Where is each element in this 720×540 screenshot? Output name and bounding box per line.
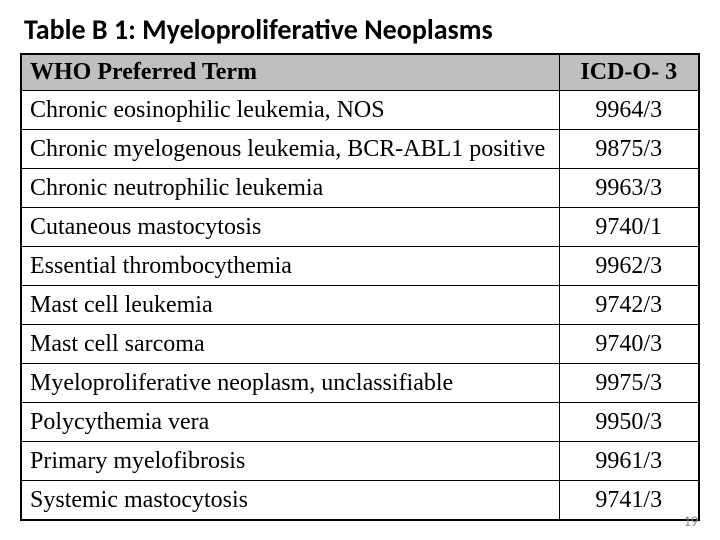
code-cell: 9962/3: [559, 247, 699, 286]
table-row: Mast cell sarcoma 9740/3: [21, 325, 699, 364]
term-cell: Chronic eosinophilic leukemia, NOS: [21, 91, 559, 130]
term-cell: Mast cell sarcoma: [21, 325, 559, 364]
term-cell: Polycythemia vera: [21, 403, 559, 442]
term-cell: Chronic neutrophilic leukemia: [21, 169, 559, 208]
page-number: 19: [684, 513, 698, 530]
table-row: Mast cell leukemia 9742/3: [21, 286, 699, 325]
table-title: Table B 1: Myeloproliferative Neoplasms: [20, 12, 700, 47]
table-row: Polycythemia vera 9950/3: [21, 403, 699, 442]
term-cell: Systemic mastocytosis: [21, 481, 559, 521]
table-row: Chronic neutrophilic leukemia 9963/3: [21, 169, 699, 208]
neoplasms-table: WHO Preferred Term ICD-O- 3 Chronic eosi…: [20, 53, 700, 521]
code-cell: 9964/3: [559, 91, 699, 130]
term-cell: Chronic myelogenous leukemia, BCR-ABL1 p…: [21, 130, 559, 169]
term-cell: Primary myelofibrosis: [21, 442, 559, 481]
table-row: Systemic mastocytosis 9741/3: [21, 481, 699, 521]
code-cell: 9875/3: [559, 130, 699, 169]
code-cell: 9963/3: [559, 169, 699, 208]
term-cell: Myeloproliferative neoplasm, unclassifia…: [21, 364, 559, 403]
code-cell: 9742/3: [559, 286, 699, 325]
code-cell: 9961/3: [559, 442, 699, 481]
table-row: Cutaneous mastocytosis 9740/1: [21, 208, 699, 247]
table-header-row: WHO Preferred Term ICD-O- 3: [21, 54, 699, 91]
term-cell: Mast cell leukemia: [21, 286, 559, 325]
table-row: Primary myelofibrosis 9961/3: [21, 442, 699, 481]
code-cell: 9740/1: [559, 208, 699, 247]
table-row: Myeloproliferative neoplasm, unclassifia…: [21, 364, 699, 403]
code-cell: 9950/3: [559, 403, 699, 442]
code-cell: 9741/3: [559, 481, 699, 521]
code-cell: 9975/3: [559, 364, 699, 403]
table-row: Chronic myelogenous leukemia, BCR-ABL1 p…: [21, 130, 699, 169]
table-body: Chronic eosinophilic leukemia, NOS 9964/…: [21, 91, 699, 521]
table-row: Chronic eosinophilic leukemia, NOS 9964/…: [21, 91, 699, 130]
code-cell: 9740/3: [559, 325, 699, 364]
column-header-term: WHO Preferred Term: [21, 54, 559, 91]
term-cell: Cutaneous mastocytosis: [21, 208, 559, 247]
table-row: Essential thrombocythemia 9962/3: [21, 247, 699, 286]
term-cell: Essential thrombocythemia: [21, 247, 559, 286]
column-header-code: ICD-O- 3: [559, 54, 699, 91]
